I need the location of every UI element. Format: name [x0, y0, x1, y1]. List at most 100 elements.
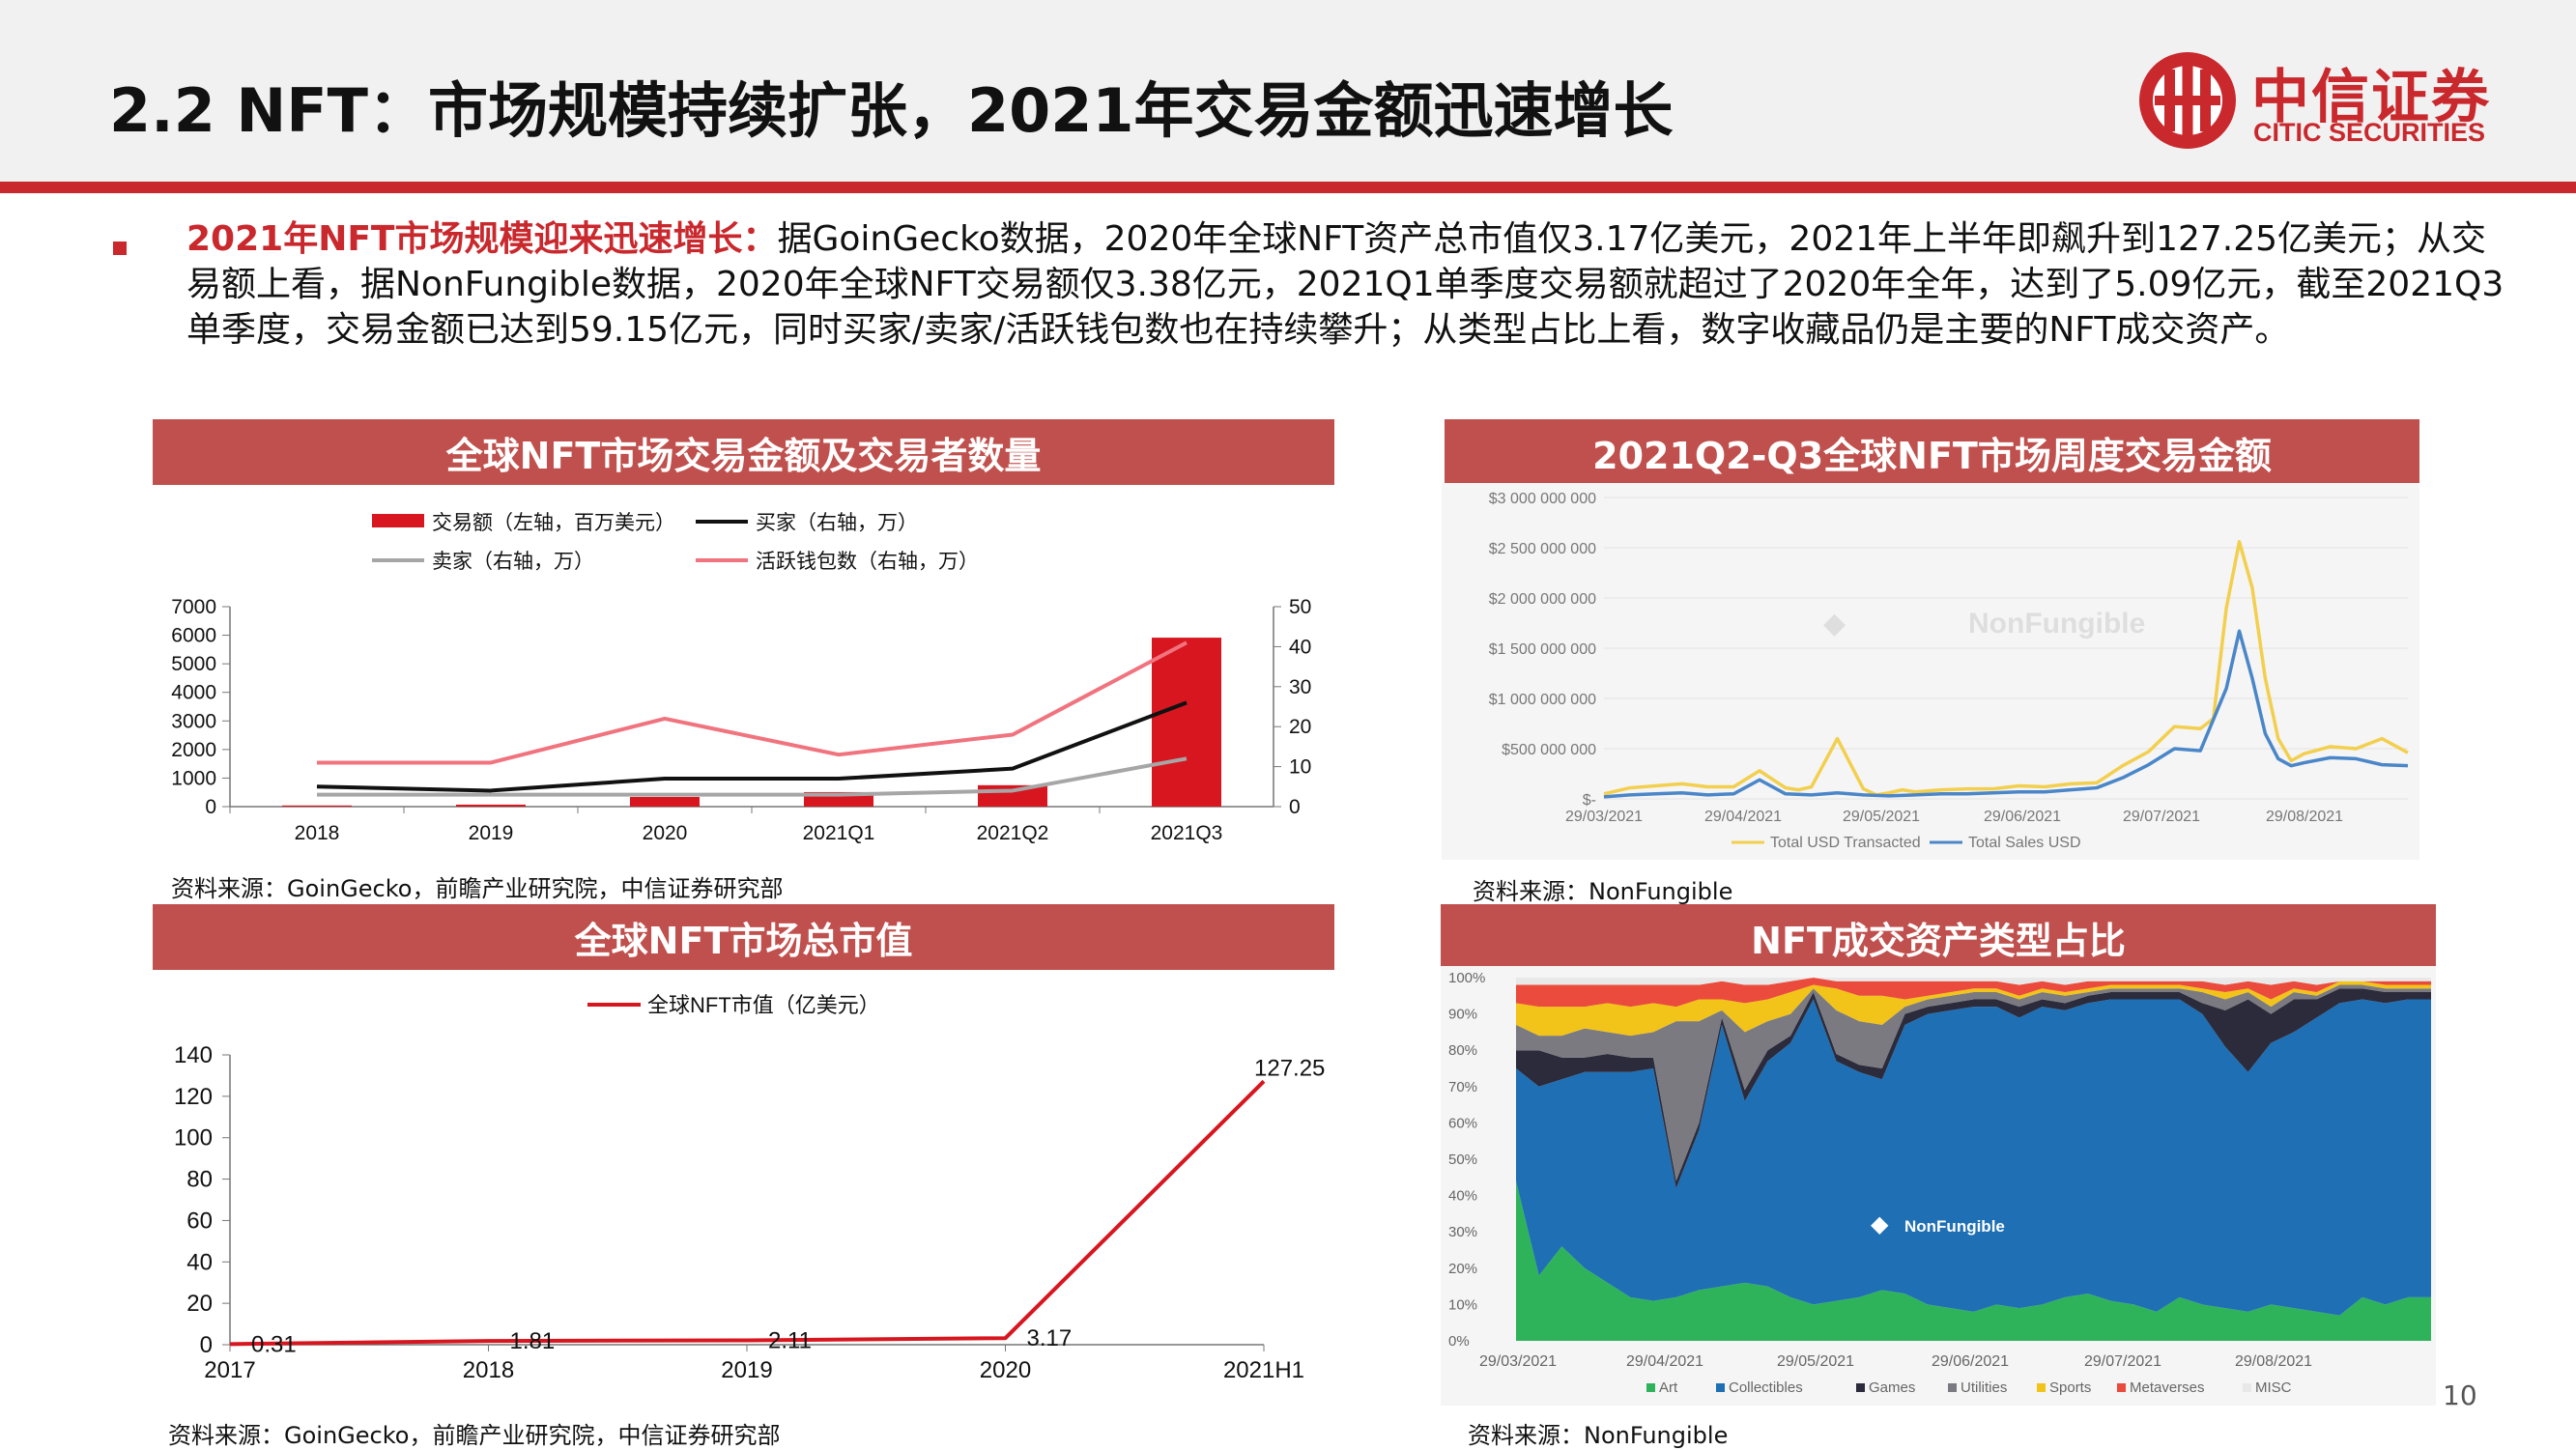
data-label: 2.11 [768, 1327, 812, 1353]
left-tick-label: 5000 [171, 653, 216, 675]
logo-text-cn: 中信证券 [2251, 64, 2491, 131]
y-tick-label: 10% [1448, 1296, 1477, 1313]
left-tick-label: 6000 [171, 625, 216, 647]
x-tick-label: 29/04/2021 [1626, 1353, 1703, 1370]
panel-title-trading: 全球NFT市场交易金额及交易者数量 [153, 419, 1334, 485]
summary-lead: 2021年NFT市场规模迎来迅速增长： [186, 219, 778, 259]
y-tick-label: 0% [1448, 1333, 1470, 1350]
summary-paragraph: 2021年NFT市场规模迎来迅速增长：据GoinGecko数据，2020年全球N… [186, 216, 2505, 353]
source-note-3: 资料来源：GoinGecko，前瞻产业研究院，中信证券研究部 [168, 1422, 781, 1449]
source-note-2: 资料来源：NonFungible [1473, 878, 1733, 905]
y-tick-label: 0 [200, 1332, 213, 1358]
y-tick-label: 60% [1448, 1115, 1477, 1131]
legend-label: 卖家（右轴，万） [432, 551, 594, 573]
legend-label: Total USD Transacted [1770, 835, 1921, 851]
y-tick-label: $2 500 000 000 [1489, 541, 1596, 557]
legend-label: 买家（右轴，万） [756, 512, 918, 534]
header-rule [0, 182, 2576, 193]
legend-swatch [2243, 1383, 2251, 1392]
right-tick-label: 10 [1289, 756, 1311, 779]
x-tick-label: 2018 [295, 822, 340, 844]
panel-title-weekly: 2021Q2-Q3全球NFT市场周度交易金额 [1445, 419, 2419, 485]
area-sports [1516, 981, 2431, 1037]
y-tick-label: $1 000 000 000 [1489, 692, 1596, 708]
y-tick-label: 100 [174, 1125, 213, 1151]
x-tick-label: 29/05/2021 [1843, 809, 1920, 825]
y-tick-label: 20% [1448, 1261, 1477, 1277]
source-note-1: 资料来源：GoinGecko，前瞻产业研究院，中信证券研究部 [171, 875, 784, 902]
data-label: 3.17 [1027, 1325, 1073, 1351]
legend-swatch [1646, 1383, 1655, 1392]
legend-label: Sports [2049, 1379, 2091, 1396]
left-tick-label: 3000 [171, 710, 216, 732]
bullet-square [113, 242, 127, 255]
chart-market-cap: 全球NFT市值（亿美元） 0 20 40 60 80 100 120 140 2017 2018 20… [174, 993, 1325, 1383]
data-label: 127.25 [1254, 1055, 1325, 1081]
legend-label: 全球NFT市值（亿美元） [647, 993, 880, 1017]
area-misc [1516, 978, 2431, 985]
legend-label: Total Sales USD [1968, 835, 2081, 851]
y-tick-label: 70% [1448, 1079, 1477, 1095]
left-tick-label: 1000 [171, 767, 216, 789]
series-line-0 [316, 700, 1188, 793]
left-tick-label: 7000 [171, 596, 216, 618]
x-tick-label: 29/05/2021 [1777, 1353, 1854, 1370]
y-tick-label: $- [1583, 792, 1596, 809]
y-tick-label: 30% [1448, 1224, 1477, 1240]
data-label: 0.31 [251, 1331, 297, 1357]
x-tick-label: 2021Q2 [977, 822, 1049, 844]
legend-label: Art [1659, 1379, 1678, 1396]
page-number: 10 [2443, 1379, 2477, 1411]
bar-amount-2019 [456, 804, 526, 807]
data-label: 1.81 [510, 1328, 556, 1354]
y-tick-label: 90% [1448, 1007, 1477, 1023]
y-tick-label: $3 000 000 000 [1489, 491, 1596, 507]
series-line-2 [317, 640, 1188, 765]
x-tick-label: 29/06/2021 [1984, 809, 2061, 825]
y-tick-label: 120 [174, 1084, 213, 1110]
bar-amount-2021Q2 [978, 784, 1047, 807]
y-tick-label: 40% [1448, 1188, 1477, 1205]
area-collectibles [1516, 999, 2431, 1316]
legend-swatch [1716, 1383, 1725, 1392]
watermark-text: NonFungible [1968, 608, 2145, 640]
y-tick-label: 100% [1448, 970, 1485, 986]
watermark-icon: ◆ [1871, 1211, 1889, 1237]
legend-swatch [1856, 1383, 1865, 1392]
x-tick-label: 2018 [463, 1357, 514, 1383]
x-tick-label: 2021Q3 [1151, 822, 1223, 844]
logo-text-en: CITIC SECURITIES [2253, 118, 2486, 147]
y-tick-label: 140 [174, 1042, 213, 1068]
x-tick-label: 2017 [204, 1357, 255, 1383]
slide-title: 2.2 NFT：市场规模持续扩张，2021年交易金额迅速增长 [109, 75, 1674, 146]
y-tick-label: 20 [186, 1291, 213, 1317]
chart-trading-volume: 交易额（左轴，百万美元） 买家（右轴，万） 卖家（右轴，万） 活跃钱包数（右轴，万） 0… [171, 512, 1311, 844]
right-tick-label: 20 [1289, 716, 1311, 738]
area-art [1516, 1180, 2431, 1341]
x-tick-label: 29/07/2021 [2084, 1353, 2161, 1370]
right-tick-label: 30 [1289, 676, 1311, 698]
area-utilities [1516, 984, 2431, 1181]
legend-label: 交易额（左轴，百万美元） [432, 512, 675, 534]
legend-swatch-amount [372, 514, 424, 527]
x-tick-label: 29/03/2021 [1479, 1353, 1557, 1370]
bar-amount-2018 [282, 805, 352, 807]
area-metaverses [1516, 978, 2431, 1008]
legend-label: Collectibles [1729, 1379, 1803, 1396]
x-tick-label: 2020 [643, 822, 688, 844]
left-tick-label: 0 [205, 796, 216, 818]
x-tick-label: 2020 [980, 1357, 1031, 1383]
x-tick-label: 2021Q1 [803, 822, 875, 844]
right-tick-label: 40 [1289, 636, 1311, 658]
bar-amount-2020 [630, 797, 700, 807]
x-tick-label: 29/06/2021 [1932, 1353, 2009, 1370]
x-tick-label: 2019 [469, 822, 514, 844]
chart-weekly-volume: $- $500 000 000 $1 000 000 000 $1 500 000 0… [1442, 483, 2419, 860]
source-note-4: 资料来源：NonFungible [1468, 1422, 1729, 1449]
x-tick-label: 29/07/2021 [2123, 809, 2200, 825]
legend-label: MISC [2255, 1379, 2292, 1396]
y-tick-label: $2 000 000 000 [1489, 591, 1596, 608]
summary-body: 据GoinGecko数据，2020年全球NFT资产总市值仅3.17亿美元，202… [186, 219, 2504, 350]
x-tick-label: 29/04/2021 [1704, 809, 1782, 825]
